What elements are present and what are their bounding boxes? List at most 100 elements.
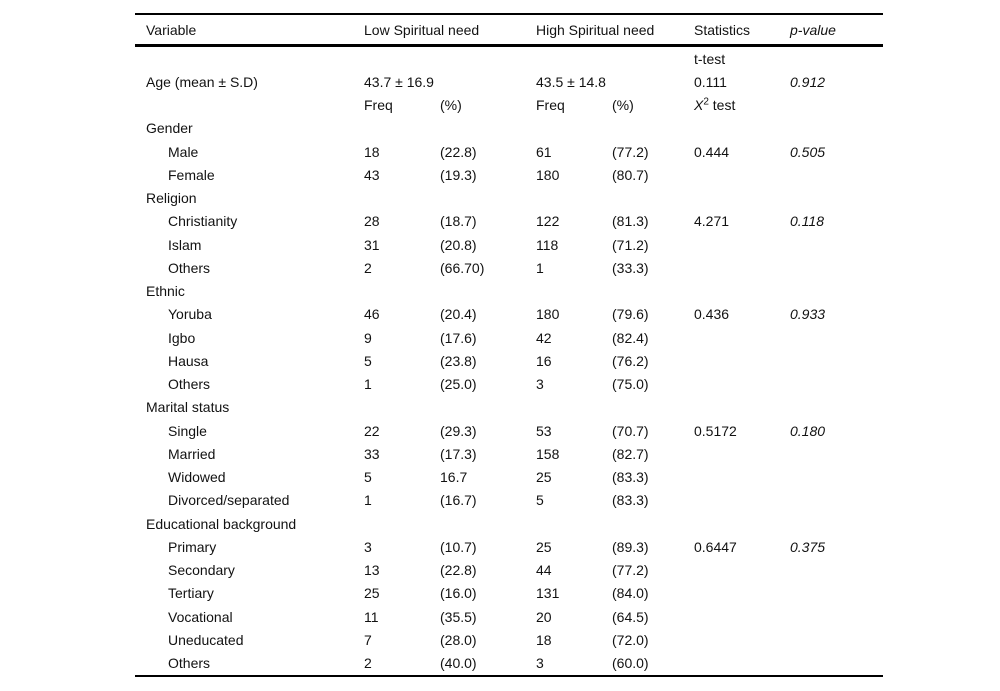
cell-high-pct: (72.0) xyxy=(612,631,649,648)
table-row: Others 1 (25.0) 3 (75.0) xyxy=(135,373,883,396)
cell-high-freq: 158 xyxy=(536,445,560,462)
cell-low-pct: (66.70) xyxy=(440,259,485,276)
cell-p-value: 0.912 xyxy=(790,73,826,90)
cell-high-freq: 3 xyxy=(536,655,544,672)
cell-high-pct: (64.5) xyxy=(612,608,649,625)
cell-low-freq: 11 xyxy=(364,608,379,625)
cell-low-freq: 33 xyxy=(364,445,380,462)
cell-low-freq: 18 xyxy=(364,143,380,160)
cell-low-freq: 46 xyxy=(364,306,380,323)
cell-variable: Others xyxy=(168,376,211,393)
table-row: Single 22 (29.3) 53 (70.7) 0.5172 0.180 xyxy=(135,419,883,442)
cell-high-freq: Freq xyxy=(536,97,565,114)
cell-high-freq: 43.5 ± 14.8 xyxy=(536,73,606,90)
cell-variable: Female xyxy=(168,166,215,183)
cell-low-pct: (18.7) xyxy=(440,213,477,230)
cell-high-freq: 131 xyxy=(536,585,560,602)
section-row: Educational background xyxy=(135,512,883,535)
cell-high-pct: (75.0) xyxy=(612,376,649,393)
cell-low-freq: 25 xyxy=(364,585,380,602)
section-row: Gender xyxy=(135,117,883,140)
table-row: Secondary 13 (22.8) 44 (77.2) xyxy=(135,559,883,582)
table-header-row: Variable Low Spiritual need High Spiritu… xyxy=(135,15,883,47)
cell-high-freq: 25 xyxy=(536,538,552,555)
cell-variable: Widowed xyxy=(168,469,226,486)
cell-statistic: 0.5172 xyxy=(694,422,737,439)
section-row: Religion xyxy=(135,187,883,210)
cell-high-pct: (80.7) xyxy=(612,166,649,183)
cell-low-pct: (19.3) xyxy=(440,166,477,183)
cell-low-pct: (16.0) xyxy=(440,585,477,602)
cell-low-pct: (10.7) xyxy=(440,538,477,555)
cell-variable: Yoruba xyxy=(168,306,212,323)
cell-low-freq: 5 xyxy=(364,352,372,369)
cell-high-pct: (84.0) xyxy=(612,585,649,602)
cell-high-pct: (79.6) xyxy=(612,306,649,323)
cell-variable: Primary xyxy=(168,538,217,555)
cell-statistic: t-test xyxy=(694,50,726,67)
table-row: Primary 3 (10.7) 25 (89.3) 0.6447 0.375 xyxy=(135,535,883,558)
cell-high-freq: 5 xyxy=(536,492,544,509)
cell-high-pct: (89.3) xyxy=(612,538,649,555)
cell-low-pct: (35.5) xyxy=(440,608,477,625)
cell-variable: Tertiary xyxy=(168,585,214,602)
cell-low-pct: (22.8) xyxy=(440,562,477,579)
cell-variable: Ethnic xyxy=(146,283,185,300)
table-row: Age (mean ± S.D) 43.7 ± 16.9 43.5 ± 14.8 0.… xyxy=(135,70,883,93)
table-row: Uneducated 7 (28.0) 18 (72.0) xyxy=(135,628,883,651)
cell-variable: Uneducated xyxy=(168,631,244,648)
cell-low-freq: 2 xyxy=(364,655,372,672)
cell-low-freq: 31 xyxy=(364,236,380,253)
cell-variable: Divorced/separated xyxy=(168,492,290,509)
table-body: t-test Age (mean ± S.D) 43.7 ± 16.9 43.5 ± … xyxy=(135,47,883,675)
cell-statistic: 4.271 xyxy=(694,213,730,230)
cell-low-freq: 28 xyxy=(364,213,380,230)
table-row: Christianity 28 (18.7) 122 (81.3) 4.271 0.118 xyxy=(135,210,883,233)
cell-high-pct: (83.3) xyxy=(612,469,649,486)
header-statistics: Statistics xyxy=(694,21,751,38)
cell-p-value: 0.933 xyxy=(790,306,826,323)
cell-high-freq: 16 xyxy=(536,352,552,369)
cell-low-freq: 3 xyxy=(364,538,372,555)
cell-statistic: X2 test xyxy=(694,96,736,114)
cell-high-freq: 25 xyxy=(536,469,552,486)
cell-low-pct: (17.6) xyxy=(440,329,477,346)
cell-low-pct: (23.8) xyxy=(440,352,477,369)
table-row: Married 33 (17.3) 158 (82.7) xyxy=(135,442,883,465)
table-row: t-test xyxy=(135,47,883,70)
section-row: Ethnic xyxy=(135,280,883,303)
table-row: Hausa 5 (23.8) 16 (76.2) xyxy=(135,349,883,372)
table-row: Others 2 (66.70) 1 (33.3) xyxy=(135,256,883,279)
cell-p-value: 0.118 xyxy=(790,213,824,230)
cell-high-freq: 61 xyxy=(536,143,552,160)
table-row: Divorced/separated 1 (16.7) 5 (83.3) xyxy=(135,489,883,512)
cell-statistic: 0.111 xyxy=(694,73,727,90)
cell-high-pct: (82.4) xyxy=(612,329,649,346)
section-row: Marital status xyxy=(135,396,883,419)
cell-low-freq: 1 xyxy=(364,492,372,509)
cell-high-pct: (33.3) xyxy=(612,259,649,276)
cell-variable: Christianity xyxy=(168,213,238,230)
cell-variable: Marital status xyxy=(146,399,230,416)
cell-p-value: 0.505 xyxy=(790,143,826,160)
cell-high-freq: 18 xyxy=(536,631,552,648)
cell-p-value: 0.375 xyxy=(790,538,826,555)
cell-high-pct: (83.3) xyxy=(612,492,649,509)
cell-high-pct: (70.7) xyxy=(612,422,649,439)
cell-high-pct: (76.2) xyxy=(612,352,649,369)
cell-variable: Age (mean ± S.D) xyxy=(146,73,258,90)
cell-statistic: 0.444 xyxy=(694,143,730,160)
table-row: Widowed 5 16.7 25 (83.3) xyxy=(135,466,883,489)
cell-low-pct: (%) xyxy=(440,97,462,114)
cell-variable: Islam xyxy=(168,236,202,253)
table-row: Others 2 (40.0) 3 (60.0) xyxy=(135,652,883,675)
cell-high-freq: 180 xyxy=(536,166,560,183)
cell-low-freq: 5 xyxy=(364,469,372,486)
cell-high-freq: 3 xyxy=(536,376,544,393)
cell-variable: Hausa xyxy=(168,352,209,369)
cell-high-freq: 44 xyxy=(536,562,552,579)
cell-high-pct: (%) xyxy=(612,97,634,114)
cell-high-pct: (77.2) xyxy=(612,143,649,160)
cell-variable: Others xyxy=(168,259,211,276)
